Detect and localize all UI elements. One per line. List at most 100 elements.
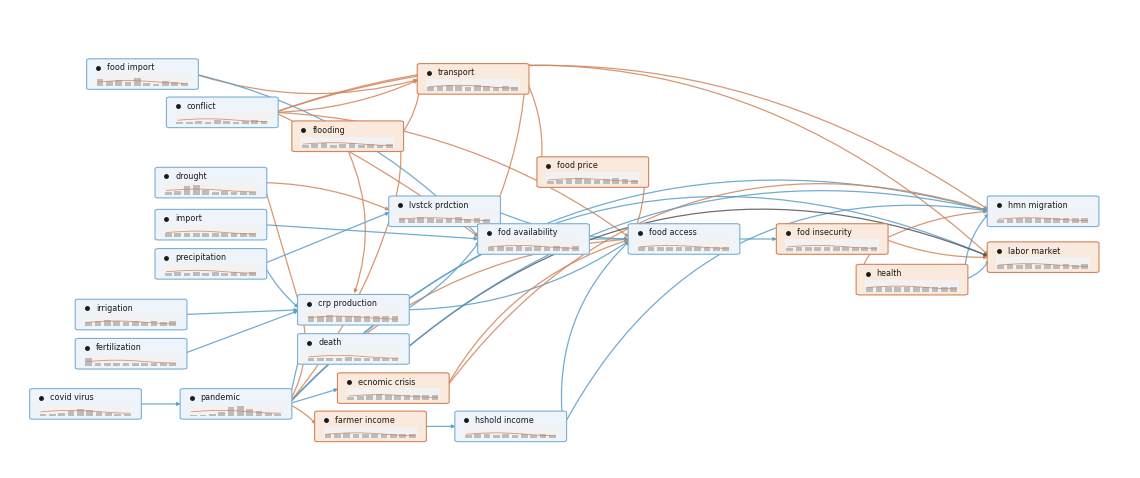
Bar [1044, 218, 1051, 223]
Bar [115, 80, 122, 86]
Bar [866, 287, 873, 292]
Bar [150, 321, 157, 326]
Bar [39, 404, 132, 416]
Bar [657, 247, 663, 251]
Bar [437, 86, 443, 91]
Bar [174, 272, 181, 276]
Bar [357, 396, 364, 400]
Text: food price: food price [557, 162, 599, 171]
Bar [648, 247, 654, 251]
Bar [132, 362, 139, 366]
Text: covid virus: covid virus [50, 393, 93, 402]
Bar [1044, 264, 1051, 269]
Bar [556, 180, 563, 184]
FancyBboxPatch shape [180, 389, 292, 419]
Bar [141, 322, 148, 326]
Text: labor market: labor market [1008, 247, 1060, 256]
Bar [301, 137, 394, 148]
Bar [230, 233, 237, 237]
Bar [375, 394, 382, 400]
Bar [506, 247, 513, 251]
Bar [113, 362, 120, 366]
Bar [565, 179, 572, 184]
Bar [184, 186, 190, 195]
Bar [376, 145, 383, 148]
Bar [940, 287, 947, 292]
Text: fod insecurity: fod insecurity [797, 228, 852, 238]
Bar [913, 287, 920, 292]
Bar [326, 358, 333, 361]
Bar [1053, 218, 1060, 223]
Bar [382, 316, 389, 322]
Bar [512, 435, 519, 438]
Bar [824, 247, 830, 251]
Bar [264, 413, 271, 416]
Bar [998, 220, 1004, 223]
Bar [67, 411, 74, 416]
Bar [394, 395, 401, 400]
Bar [546, 173, 640, 184]
Bar [261, 121, 267, 124]
Bar [209, 414, 215, 416]
Bar [325, 434, 332, 438]
Bar [723, 247, 728, 251]
FancyBboxPatch shape [856, 264, 968, 295]
Bar [621, 179, 628, 184]
Bar [200, 415, 206, 416]
Bar [366, 395, 373, 400]
Bar [242, 121, 249, 124]
Bar [311, 144, 318, 148]
Bar [250, 272, 255, 276]
Bar [144, 83, 150, 86]
FancyBboxPatch shape [292, 121, 404, 152]
Text: drought: drought [176, 172, 207, 181]
Bar [176, 113, 269, 124]
Bar [502, 86, 508, 91]
Bar [335, 358, 342, 361]
Bar [464, 219, 471, 223]
FancyBboxPatch shape [537, 157, 649, 187]
Bar [171, 82, 178, 86]
Bar [307, 310, 400, 322]
Bar [483, 219, 489, 223]
Bar [114, 414, 121, 416]
Bar [1007, 264, 1013, 269]
Bar [203, 190, 209, 195]
Bar [251, 120, 258, 124]
Bar [40, 414, 47, 416]
FancyBboxPatch shape [166, 97, 278, 128]
Bar [165, 233, 172, 237]
Bar [865, 280, 959, 292]
FancyBboxPatch shape [628, 224, 740, 254]
Bar [153, 84, 160, 86]
Bar [329, 145, 336, 148]
Bar [530, 435, 537, 438]
Bar [181, 83, 187, 86]
Bar [87, 410, 93, 416]
Bar [512, 87, 518, 91]
Bar [317, 316, 324, 322]
Bar [86, 322, 92, 326]
Bar [174, 191, 181, 195]
Text: health: health [877, 269, 902, 278]
Bar [712, 247, 719, 251]
Bar [594, 180, 601, 184]
Bar [1025, 264, 1032, 269]
Bar [237, 406, 244, 416]
Bar [796, 247, 803, 251]
Text: pandemic: pandemic [201, 393, 241, 402]
Bar [204, 122, 211, 124]
Bar [203, 272, 209, 276]
Bar [426, 218, 433, 223]
Bar [352, 434, 359, 438]
Bar [1053, 265, 1060, 269]
Bar [124, 82, 131, 86]
Bar [408, 219, 415, 223]
Bar [904, 287, 910, 292]
Bar [632, 180, 637, 184]
Bar [239, 272, 246, 276]
Bar [96, 412, 103, 416]
Bar [189, 404, 283, 416]
Bar [246, 409, 253, 416]
Bar [193, 272, 200, 276]
